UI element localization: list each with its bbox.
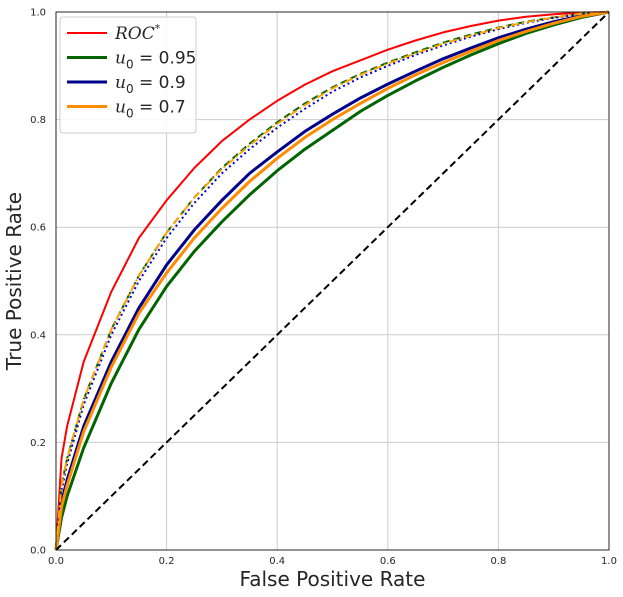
y-tick-label: 0.6 bbox=[30, 223, 46, 234]
x-tick-label: 1.0 bbox=[601, 556, 617, 567]
y-tick-label: 1.0 bbox=[30, 8, 46, 19]
legend-label: u0 = 0.9 bbox=[115, 73, 186, 96]
y-tick-label: 0.0 bbox=[30, 546, 46, 557]
legend-label-sup: * bbox=[155, 22, 161, 35]
x-tick-label: 0.4 bbox=[269, 556, 285, 567]
y-ticks: 0.0 0.2 0.4 0.6 0.8 1.0 bbox=[30, 8, 46, 557]
legend-label-sub: 0 bbox=[126, 58, 134, 72]
legend-label-main: ROC bbox=[114, 24, 155, 44]
legend-box bbox=[59, 16, 197, 134]
series-line-u07_dashdot bbox=[55, 11, 610, 551]
legend-label-sub: 0 bbox=[126, 82, 134, 96]
legend-label-rest: = 0.7 bbox=[134, 98, 186, 118]
series-line-u09_solid bbox=[54, 10, 610, 551]
legend-label: u0 = 0.7 bbox=[115, 98, 186, 121]
series-layer bbox=[54, 10, 610, 551]
x-axis-label: False Positive Rate bbox=[240, 567, 426, 591]
x-ticks: 0.0 0.2 0.4 0.6 0.8 1.0 bbox=[48, 556, 617, 567]
legend-label-main: u bbox=[115, 98, 126, 118]
series-line-chance bbox=[55, 11, 610, 551]
x-tick-label: 0.6 bbox=[380, 556, 396, 567]
legend-label: u0 = 0.95 bbox=[115, 49, 197, 72]
y-tick-label: 0.8 bbox=[30, 115, 46, 126]
plot-frame bbox=[55, 11, 610, 551]
legend-label-main: u bbox=[115, 73, 126, 93]
legend-label-rest: = 0.95 bbox=[134, 49, 197, 69]
y-tick-label: 0.4 bbox=[30, 330, 46, 341]
x-tick-label: 0.8 bbox=[490, 556, 506, 567]
x-tick-label: 0.2 bbox=[159, 556, 175, 567]
legend-label-main: u bbox=[115, 49, 126, 69]
series-line-u095_solid bbox=[54, 10, 610, 551]
series-line-u07_solid bbox=[54, 10, 610, 551]
x-tick-label: 0.0 bbox=[48, 556, 64, 567]
series-line-roc_star bbox=[55, 11, 610, 551]
legend-label: ROC* bbox=[114, 22, 161, 44]
y-axis-label: True Positive Rate bbox=[2, 192, 26, 371]
y-tick-label: 0.2 bbox=[30, 438, 46, 449]
legend-label-rest: = 0.9 bbox=[134, 73, 186, 93]
legend-label-sub: 0 bbox=[126, 107, 134, 121]
